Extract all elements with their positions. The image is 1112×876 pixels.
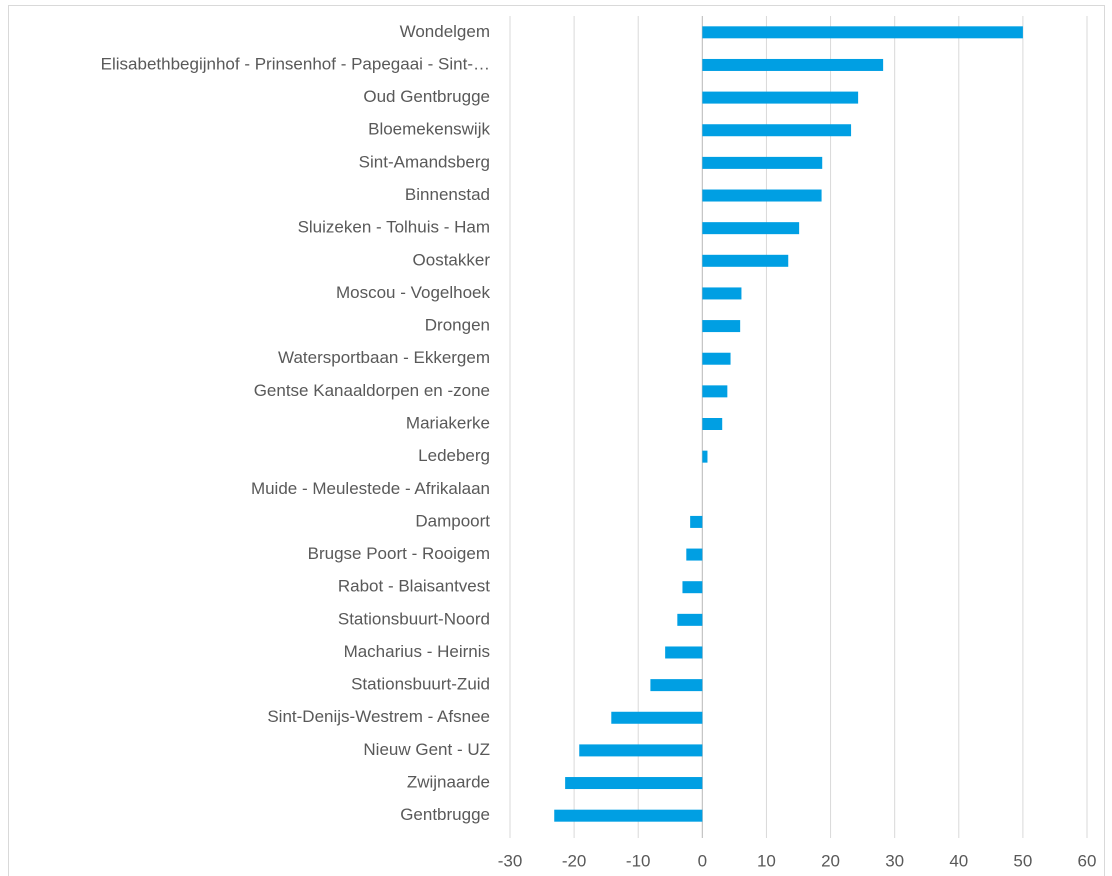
y-tick-label: Sint-Amandsberg <box>359 152 490 171</box>
x-tick-label: -30 <box>498 851 523 870</box>
bar <box>702 156 823 169</box>
bar <box>702 450 708 463</box>
bar <box>690 515 703 528</box>
bar <box>702 254 789 267</box>
bar <box>702 320 741 333</box>
y-tick-label: Macharius - Heirnis <box>344 642 490 661</box>
y-tick-label: Drongen <box>425 316 490 335</box>
bar <box>702 91 859 104</box>
x-tick-label: 20 <box>821 851 840 870</box>
bar <box>702 385 728 398</box>
bar <box>702 58 884 71</box>
bar <box>611 711 703 724</box>
x-tick-label: 0 <box>698 851 707 870</box>
bar <box>702 189 822 202</box>
y-tick-label: Moscou - Vogelhoek <box>336 283 491 302</box>
bar <box>702 418 723 430</box>
bar <box>682 581 703 594</box>
y-tick-label: Brugse Poort - Rooigem <box>308 544 490 563</box>
bar <box>554 809 703 822</box>
x-tick-label: 10 <box>757 851 776 870</box>
y-tick-label: Mariakerke <box>406 413 490 432</box>
y-tick-label: Stationsbuurt-Zuid <box>351 675 490 694</box>
y-tick-label: Sint-Denijs-Westrem - Afsnee <box>267 707 490 726</box>
y-tick-label: Elisabethbegijnhof - Prinsenhof - Papega… <box>101 54 490 73</box>
x-tick-label: 60 <box>1078 851 1097 870</box>
bar <box>650 679 703 692</box>
bar <box>677 613 703 626</box>
bar <box>579 744 703 757</box>
y-tick-label: Oud Gentbrugge <box>363 87 490 106</box>
x-tick-label: -10 <box>626 851 651 870</box>
bar <box>702 124 852 137</box>
y-tick-label: Wondelgem <box>400 22 490 41</box>
y-tick-label: Oostakker <box>413 250 491 269</box>
y-tick-label: Zwijnaarde <box>407 773 490 792</box>
y-tick-label: Ledeberg <box>418 446 490 465</box>
bar <box>686 548 703 561</box>
y-tick-label: Muide - Meulestede - Afrikalaan <box>251 479 490 498</box>
y-tick-label: Nieuw Gent - UZ <box>363 740 490 759</box>
y-tick-label: Binnenstad <box>405 185 490 204</box>
y-tick-label: Rabot - Blaisantvest <box>338 577 490 596</box>
y-tick-label: Gentbrugge <box>400 805 490 824</box>
x-tick-label: 30 <box>885 851 904 870</box>
x-tick-label: 40 <box>949 851 968 870</box>
y-tick-label: Bloemekenswijk <box>368 120 490 139</box>
bar <box>702 26 1023 39</box>
y-tick-label: Stationsbuurt-Noord <box>338 609 490 628</box>
bar <box>702 222 800 235</box>
bar <box>702 287 742 300</box>
x-tick-label: -20 <box>562 851 587 870</box>
bar <box>565 777 703 790</box>
y-tick-label: Dampoort <box>415 511 490 530</box>
y-tick-label: Gentse Kanaaldorpen en -zone <box>254 381 490 400</box>
bar <box>665 646 703 659</box>
y-tick-label: Sluizeken - Tolhuis - Ham <box>298 218 490 237</box>
x-tick-label: 50 <box>1013 851 1032 870</box>
chart-border <box>8 5 1105 876</box>
y-tick-label: Watersportbaan - Ekkergem <box>278 348 490 367</box>
bar <box>702 352 731 365</box>
